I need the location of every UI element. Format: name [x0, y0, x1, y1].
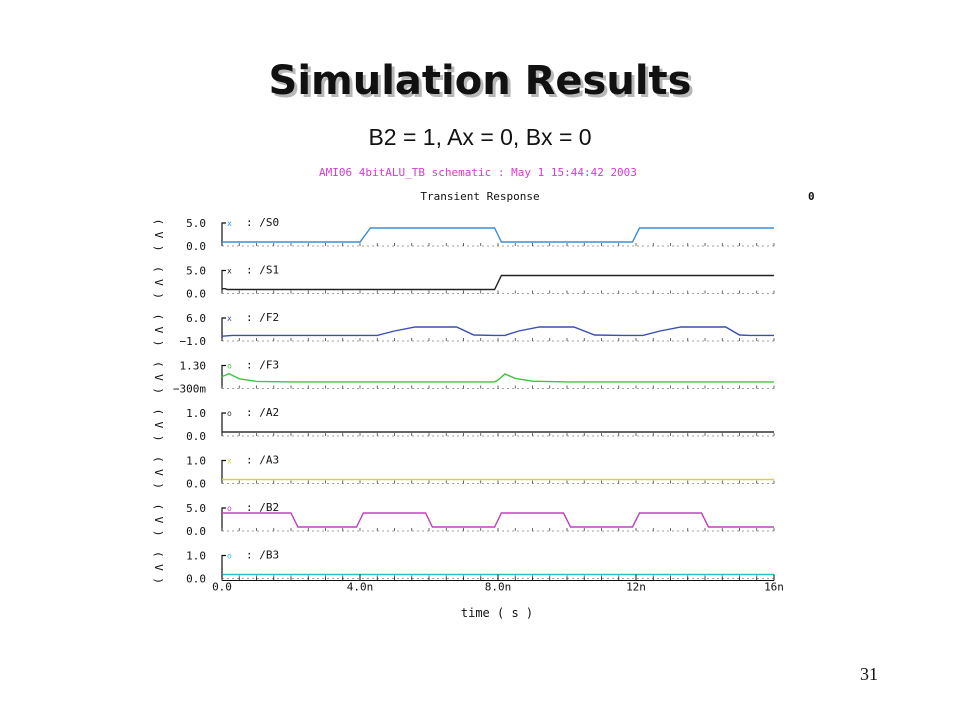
ymin-label: −1.0 [180, 335, 207, 348]
series-marker: o [227, 362, 232, 371]
ymax-label: 5.0 [186, 502, 206, 515]
x-tick-label: 4.0n [347, 581, 374, 594]
ymax-label: 6.0 [186, 312, 206, 325]
ymin-label: 0.0 [186, 525, 206, 538]
panel-b2: ( V ) 5.0 0.0 o : /B2 [152, 501, 775, 538]
x-tick-label: 0.0 [212, 581, 232, 594]
series-name: : /B3 [246, 549, 279, 562]
waveform-f2 [221, 326, 774, 337]
unit-label: ( V ) [152, 266, 165, 299]
series-marker: x [227, 219, 232, 228]
slide-subtitle: B2 = 1, Ax = 0, Bx = 0 [368, 124, 592, 150]
ymin-label: 0.0 [186, 240, 206, 253]
unit-label: ( V ) [152, 551, 165, 584]
y-axis-bracket [221, 507, 226, 531]
waveform-f3 [221, 372, 774, 383]
y-axis-bracket [221, 554, 226, 579]
x-tick-label: 12n [626, 581, 646, 594]
series-marker: x [227, 267, 232, 276]
series-name: : /A2 [246, 406, 279, 419]
ymin-label: 0.0 [186, 288, 206, 301]
ymax-label: 5.0 [186, 217, 206, 230]
panel-f3: ( V ) 1.30 −300m o : /F3 [152, 359, 775, 396]
unit-label: ( V ) [152, 218, 165, 251]
ymax-label: 1.30 [180, 360, 207, 373]
panel-f2: ( V ) 6.0 −1.0 x : /F2 [152, 311, 775, 348]
series-marker: x [227, 314, 232, 323]
y-axis-bracket [221, 269, 226, 294]
panel-a3: ( V ) 1.0 0.0 x : /A3 [152, 454, 775, 491]
simulation-header: AMI06 4bitALU_TB schematic : May 1 15:44… [319, 166, 637, 179]
chart-title: Transient Response [420, 190, 539, 203]
x-tick-label: 8.0n [485, 581, 512, 594]
slide-number: 31 [860, 664, 878, 684]
panel-a2: ( V ) 1.0 0.0 o : /A2 [152, 406, 775, 443]
unit-label: ( V ) [152, 503, 165, 536]
ymax-label: 5.0 [186, 265, 206, 278]
waveform-panels: ( V ) 5.0 0.0 x : /S0 ( V ) 5.0 0.0 x : /S1 ( V ) 6… [152, 216, 775, 586]
ymax-label: 1.0 [186, 550, 206, 563]
series-name: : /F3 [246, 359, 279, 372]
unit-label: ( V ) [152, 408, 165, 441]
series-marker: o [227, 552, 232, 561]
series-name: : /S1 [246, 264, 279, 277]
ymax-label: 1.0 [186, 455, 206, 468]
unit-label: ( V ) [152, 313, 165, 346]
ymin-label: 0.0 [186, 573, 206, 586]
panel-s0: ( V ) 5.0 0.0 x : /S0 [152, 216, 775, 253]
series-marker: o [227, 409, 232, 418]
ymax-label: 1.0 [186, 407, 206, 420]
waveform-s0 [222, 227, 774, 243]
panel-b3: ( V ) 1.0 0.0 o : /B3 [152, 549, 775, 586]
unit-label: ( V ) [152, 361, 165, 394]
y-axis-bracket [221, 222, 226, 246]
ymin-label: 0.0 [186, 478, 206, 491]
x-tick-label: 16n [764, 581, 784, 594]
series-name: : /F2 [246, 311, 279, 324]
unit-label: ( V ) [152, 456, 165, 489]
corner-marker: 0 [808, 190, 815, 203]
y-axis-bracket [221, 459, 226, 484]
y-axis-bracket [221, 364, 226, 389]
y-axis-bracket [221, 412, 226, 436]
ymin-label: −300m [173, 383, 206, 396]
series-name: : /B2 [246, 501, 279, 514]
x-axis-label: time ( s ) [461, 606, 533, 620]
series-name: : /A3 [246, 454, 279, 467]
slide-title: Simulation Results [268, 58, 692, 104]
series-marker: x [227, 457, 232, 466]
waveform-b2 [222, 512, 774, 528]
x-axis-ticks: 0.0 4.0n 8.0n 12n 16n [212, 574, 784, 594]
panel-s1: ( V ) 5.0 0.0 x : /S1 [152, 264, 775, 301]
waveform-s1 [222, 274, 774, 291]
series-marker: o [227, 504, 232, 513]
y-axis-bracket [221, 317, 226, 341]
series-name: : /S0 [246, 216, 279, 229]
ymin-label: 0.0 [186, 430, 206, 443]
